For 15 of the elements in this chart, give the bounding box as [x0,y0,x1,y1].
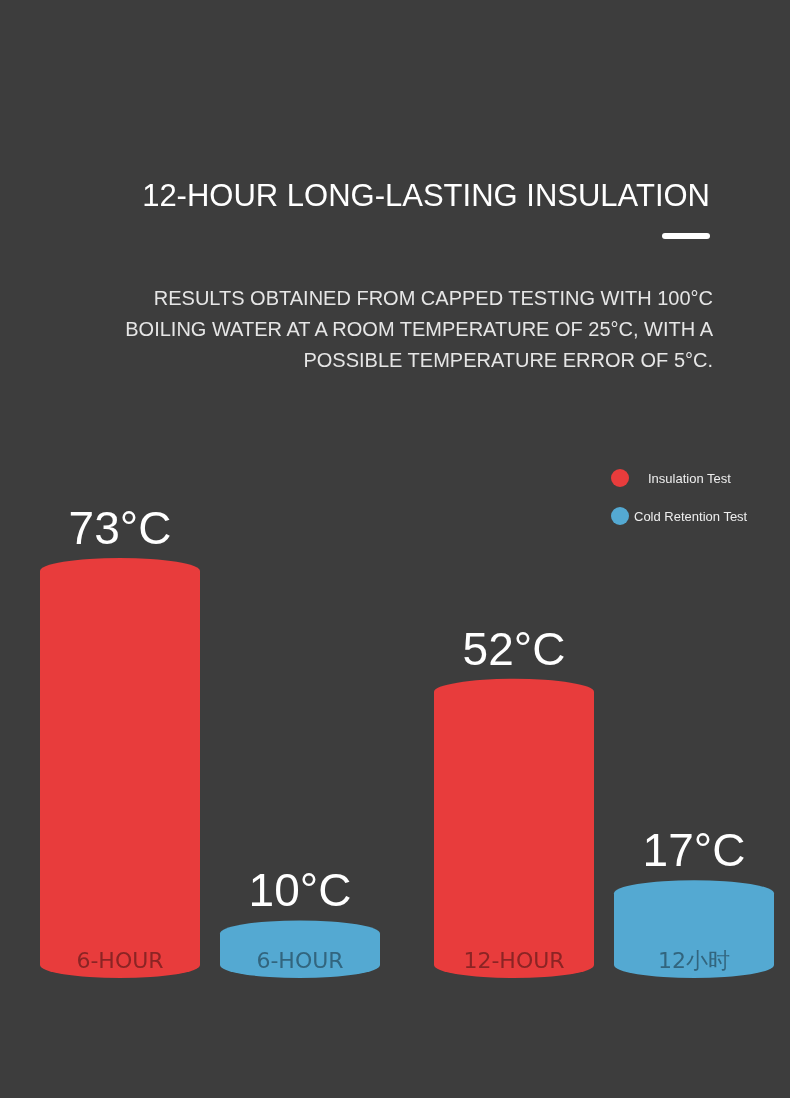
legend-label: Cold Retention Test [634,509,748,524]
data-label: 52°C [462,622,566,675]
x-tick-label: 6-HOUR [256,948,344,973]
data-label: 17°C [642,824,746,877]
bar [40,558,200,978]
data-label: 73°C [68,502,172,554]
bar [434,678,594,978]
x-tick-label: 12-HOUR [463,948,565,973]
data-label: 10°C [248,864,352,917]
chart-subtitle: RESULTS OBTAINED FROM CAPPED TESTING WITH 100°C BOILING WATER AT A ROOM TEMPERATURE OF 25°C, WITH A POSSIBLE TEMPERATURE ERROR OF 5°C. [125,287,714,371]
x-tick-label: 12小时 [658,948,730,973]
bar [614,880,774,978]
legend-label: Insulation Test [648,471,732,486]
chart-title: 12-HOUR LONG-LASTING INSULATION [142,178,710,213]
x-tick-label: 6-HOUR [76,948,164,973]
